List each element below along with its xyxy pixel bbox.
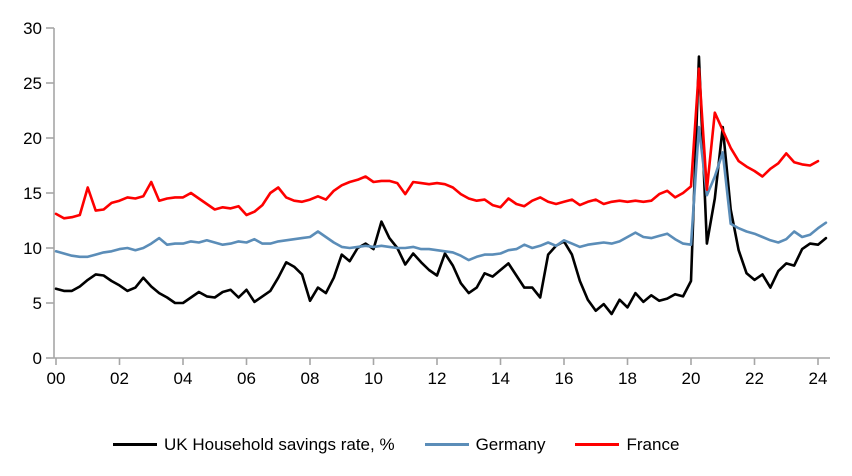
legend-label-uk: UK Household savings rate, % <box>164 435 395 454</box>
axis-tick-labels: 0 5 10 15 20 25 30 00 02 04 06 08 10 12 14 16 18 20 22 24 <box>23 19 827 388</box>
x-tick-label: 22 <box>745 369 764 388</box>
y-tick-label: 30 <box>23 19 42 38</box>
chart-axes <box>46 27 830 365</box>
y-tick-label: 0 <box>33 349 42 368</box>
x-tick-label: 20 <box>682 369 701 388</box>
germany-line-swatch <box>424 443 469 446</box>
x-tick-label: 08 <box>301 369 320 388</box>
x-tick-label: 12 <box>428 369 447 388</box>
x-tick-label: 02 <box>110 369 129 388</box>
x-tick-label: 04 <box>174 369 193 388</box>
legend-item-france: France <box>575 436 679 453</box>
x-tick-label: 24 <box>809 369 828 388</box>
x-tick-label: 10 <box>364 369 383 388</box>
series-line-1 <box>54 125 828 262</box>
legend-item-germany: Germany <box>424 435 546 454</box>
y-tick-label: 20 <box>23 129 42 148</box>
legend-item-uk: UK Household savings rate, % <box>113 436 395 453</box>
chart-legend: UK Household savings rate, % Germany Fra… <box>113 436 679 453</box>
y-tick-label: 5 <box>33 294 42 313</box>
y-tick-label: 10 <box>23 239 42 258</box>
y-tick-label: 15 <box>23 184 42 203</box>
line-chart: 0 5 10 15 20 25 30 00 02 04 06 08 10 12 14 16 18 20 22 24 <box>23 19 830 388</box>
legend-label-germany: Germany <box>475 435 546 454</box>
x-tick-label: 00 <box>47 369 66 388</box>
series-line-2 <box>54 67 820 220</box>
uk-line-swatch <box>113 443 157 446</box>
chart-plot-area <box>54 55 828 316</box>
y-tick-label: 25 <box>23 74 42 93</box>
x-tick-label: 16 <box>555 369 574 388</box>
x-tick-label: 14 <box>491 369 510 388</box>
legend-label-france: France <box>626 435 680 454</box>
france-line-swatch <box>575 443 620 446</box>
x-tick-label: 18 <box>618 369 637 388</box>
x-tick-label: 06 <box>237 369 256 388</box>
